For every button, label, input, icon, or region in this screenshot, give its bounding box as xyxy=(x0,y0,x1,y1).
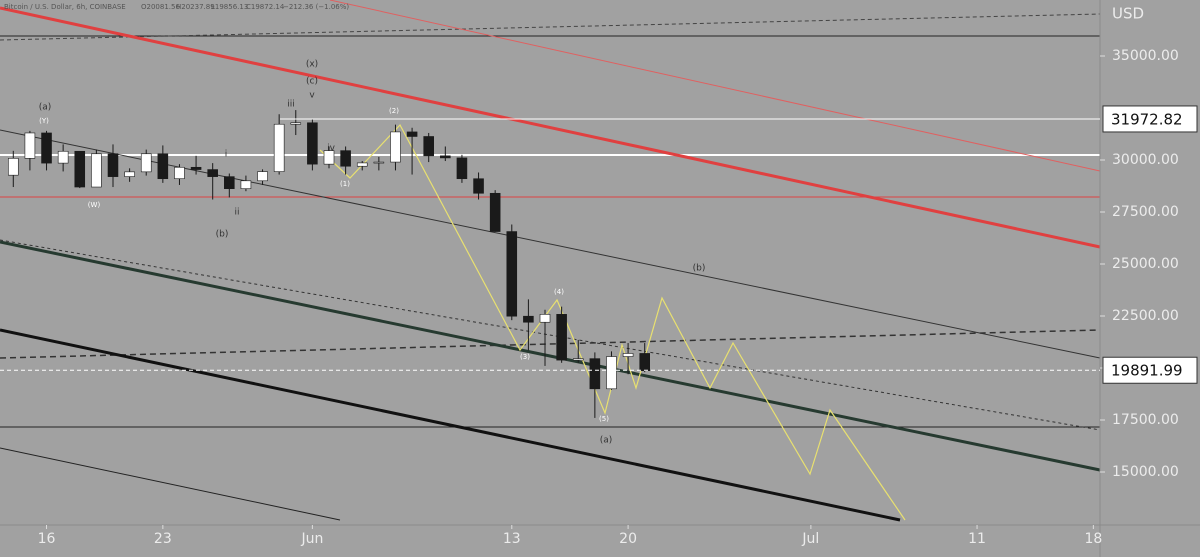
candle-body xyxy=(107,153,119,177)
wave-label: i xyxy=(225,150,228,160)
header-close: C19872.14 xyxy=(246,3,285,11)
wave-label: (Y) xyxy=(39,117,49,125)
x-tick-label: 20 xyxy=(619,531,637,547)
candle-body xyxy=(523,315,534,323)
y-tick-label: 35000.00 xyxy=(1112,48,1179,64)
candle-body xyxy=(572,358,584,361)
candle-body xyxy=(440,155,451,159)
wave-label: (5) xyxy=(599,415,609,423)
candle-body xyxy=(390,131,401,163)
wave-label: (x) xyxy=(306,60,318,70)
candle-body xyxy=(157,153,169,180)
y-tick-label: 22500.00 xyxy=(1112,308,1179,324)
wave-label: iv xyxy=(327,144,336,154)
candle-body xyxy=(140,153,152,173)
y-tick-label: 27500.00 xyxy=(1112,204,1179,220)
candle-body xyxy=(273,123,285,172)
candle-body xyxy=(423,136,434,157)
candle-body xyxy=(456,157,468,180)
candle-body xyxy=(539,314,551,323)
candle-body xyxy=(57,150,69,164)
candle-body xyxy=(307,122,318,165)
header-symbol: Bitcoin / U.S. Dollar, 6h, COINBASE xyxy=(4,3,126,11)
wave-label: (3) xyxy=(520,353,530,361)
wave-label: (b) xyxy=(693,264,706,274)
candle-body xyxy=(74,150,86,188)
candle-body xyxy=(373,161,385,164)
candle-body xyxy=(323,150,335,165)
candle-body xyxy=(91,153,102,188)
x-tick-label: 18 xyxy=(1084,531,1102,547)
x-tick-label: Jun xyxy=(300,531,323,547)
candle-body xyxy=(473,178,484,194)
candle-body xyxy=(190,166,202,170)
y-tick-label: 30000.00 xyxy=(1112,152,1179,168)
candle-body xyxy=(41,132,52,164)
wave-label: (W) xyxy=(88,201,101,209)
candle-body xyxy=(622,353,634,357)
wave-label: (2) xyxy=(389,107,399,115)
candle-body xyxy=(589,358,601,390)
candle-body xyxy=(124,171,135,177)
candle-body xyxy=(356,162,368,167)
wave-label: (b) xyxy=(216,230,229,240)
plot xyxy=(8,110,650,418)
candle-body xyxy=(489,192,501,232)
candle-body xyxy=(290,122,302,125)
y-axis-label: USD xyxy=(1112,5,1144,23)
price-label-box xyxy=(1102,356,1198,384)
header-high: H20237.89 xyxy=(176,3,215,11)
candle-body xyxy=(606,356,617,390)
candle-body xyxy=(224,176,235,190)
candle-body xyxy=(639,353,650,371)
x-tick-label: 16 xyxy=(38,531,56,547)
x-tick-label: 11 xyxy=(968,531,986,547)
header-low: L19856.13 xyxy=(211,3,248,11)
price-label: 31972.82 xyxy=(1111,110,1183,128)
y-tick-label: 17500.00 xyxy=(1112,412,1179,428)
wave-label: iii xyxy=(287,100,295,110)
price-label-box xyxy=(1102,105,1198,133)
wave-label: (4) xyxy=(554,288,564,296)
candle-body xyxy=(340,150,351,167)
candle-body xyxy=(174,166,185,180)
candle-body xyxy=(556,314,567,361)
x-tick-label: 13 xyxy=(503,531,521,547)
header-change: −212.36 (−1.06%) xyxy=(283,3,349,11)
wave-label: (a) xyxy=(600,436,613,446)
candle-body xyxy=(207,169,218,177)
candle-body xyxy=(8,158,19,176)
wave-label: v xyxy=(309,91,315,101)
wave-label: ii xyxy=(234,208,239,218)
wave-label: (1) xyxy=(340,180,350,188)
candle-body xyxy=(240,180,252,190)
candle-body xyxy=(506,231,518,317)
y-tick-label: 15000.00 xyxy=(1112,464,1179,480)
price-label: 19891.99 xyxy=(1111,362,1183,380)
candle-body xyxy=(257,171,268,182)
candle-body xyxy=(24,132,36,159)
drawings xyxy=(0,0,1101,522)
x-tick-label: 23 xyxy=(154,531,172,547)
header-open: O20081.56 xyxy=(141,3,180,11)
y-tick-label: 25000.00 xyxy=(1112,256,1179,272)
wave-label: (c) xyxy=(306,77,318,87)
x-tick-label: Jul xyxy=(801,531,819,547)
wave-label: (a) xyxy=(39,103,52,113)
candle-body xyxy=(406,131,418,137)
